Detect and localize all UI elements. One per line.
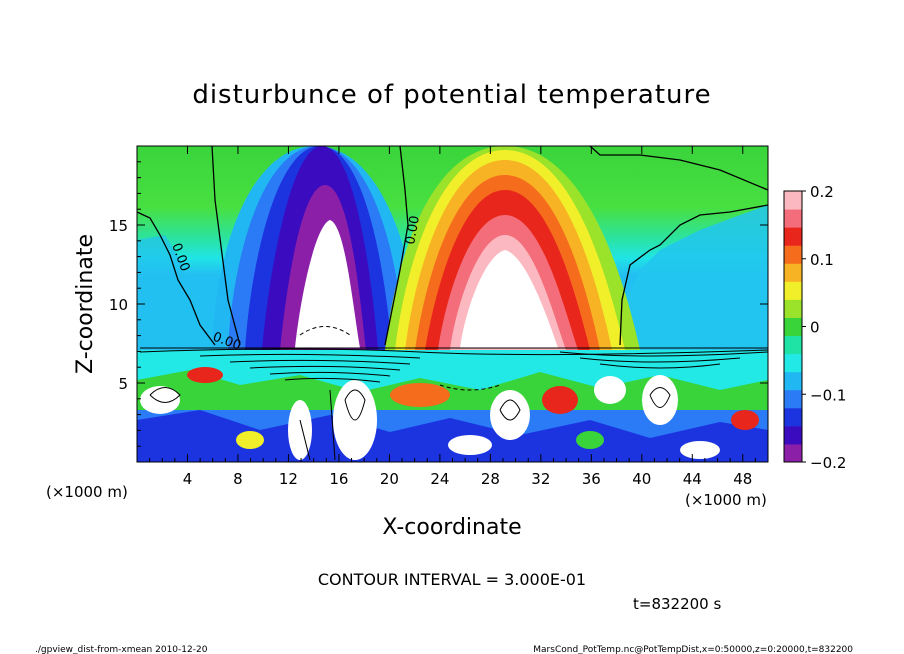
colorbar-cell <box>784 425 802 445</box>
y-axis-label: Z-coordinate <box>73 234 98 374</box>
interface-contours <box>139 326 768 461</box>
x-axis-label: X-coordinate <box>382 515 521 540</box>
colorbar-cell <box>784 389 802 409</box>
turbulent-layer <box>137 350 768 462</box>
colorbar-cell <box>784 245 802 264</box>
x-tick-label: 24 <box>430 470 449 488</box>
colorbar-cell <box>784 263 802 282</box>
negative-plume-core <box>295 220 360 348</box>
y-tick-label: 5 <box>118 375 128 393</box>
x-unit-right: (×1000 m) <box>685 491 767 509</box>
x-tick-label: 20 <box>380 470 399 488</box>
colorbar-tick-label: −0.2 <box>810 454 846 472</box>
plot-area: 0.00 0.00 0.00 <box>137 146 768 462</box>
time-label: t=832200 s <box>633 595 721 613</box>
colorbar-cell <box>784 281 802 300</box>
x-axis-ticks: 4 8 12 16 20 24 28 32 36 40 44 48 <box>149 146 756 488</box>
x-tick-label: 28 <box>481 470 500 488</box>
y-tick-label: 15 <box>109 217 128 235</box>
chart-title: disturbunce of potential temperature <box>192 80 711 110</box>
cyan-band-left <box>137 235 260 350</box>
colorbar-tick-label: 0 <box>810 319 820 337</box>
x-tick-label: 44 <box>683 470 702 488</box>
contour-interval-text: CONTOUR INTERVAL = 3.000E-01 <box>318 570 586 589</box>
x-tick-label: 40 <box>632 470 651 488</box>
contour-label-2: 0.00 <box>403 215 423 246</box>
x-unit-left: (×1000 m) <box>46 483 128 501</box>
x-tick-label: 48 <box>733 470 752 488</box>
footer-right: MarsCond_PotTemp.nc@PotTempDist,x=0:5000… <box>533 645 853 654</box>
colorbar-tick-label: 0.2 <box>810 183 834 201</box>
colorbar-cell <box>784 353 802 373</box>
colorbar-cell <box>784 371 802 391</box>
x-tick-label: 16 <box>329 470 348 488</box>
colorbar-cell <box>784 299 802 318</box>
x-tick-label: 4 <box>183 470 193 488</box>
colorbar-cell <box>784 227 802 246</box>
x-tick-label: 8 <box>233 470 243 488</box>
x-tick-label: 36 <box>582 470 601 488</box>
footer-left: ./gpview_dist-from-xmean 2010-12-20 <box>35 645 208 654</box>
colorbar-cell <box>784 209 802 228</box>
zero-contours <box>137 146 768 346</box>
colorbar-cell <box>784 407 802 427</box>
colorbar-cell <box>784 335 802 355</box>
x-tick-label: 12 <box>279 470 298 488</box>
y-tick-label: 10 <box>109 296 128 314</box>
colorbar-tick-label: −0.1 <box>810 386 846 404</box>
negative-plume <box>212 146 420 350</box>
colorbar-tick-label: 0.1 <box>810 251 834 269</box>
cyan-band-right <box>620 205 768 350</box>
positive-plume-core <box>460 250 558 348</box>
x-tick-label: 32 <box>531 470 550 488</box>
positive-plume <box>385 146 640 350</box>
y-axis-ticks: 5 10 15 <box>109 161 768 447</box>
colorbar: 0.2 0.1 0 −0.1 −0.2 <box>783 183 846 472</box>
colorbar-cell <box>784 191 802 210</box>
colorbar-cell <box>784 317 802 337</box>
colorbar-cell <box>784 443 802 463</box>
